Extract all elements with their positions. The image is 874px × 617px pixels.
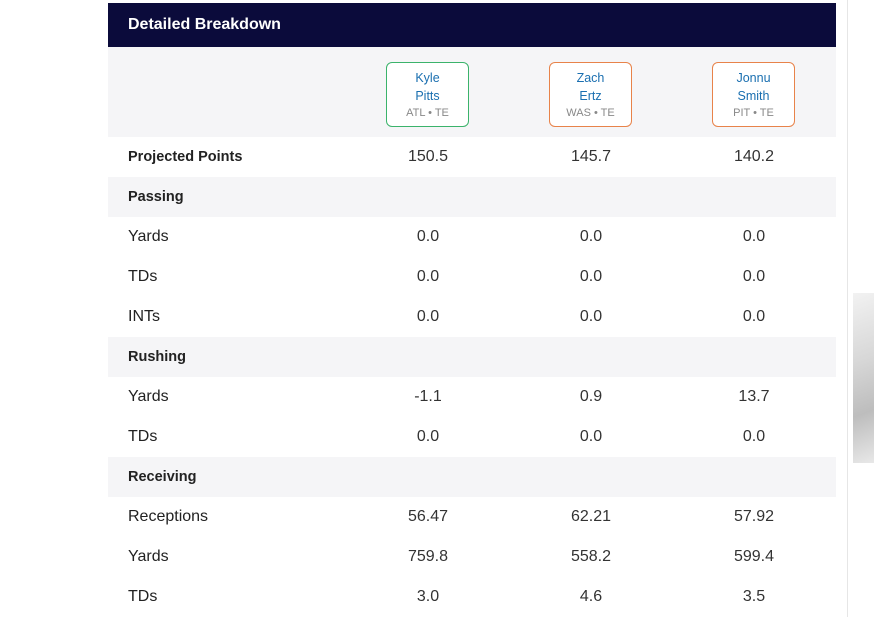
value-ertz: 145.7 bbox=[570, 148, 612, 165]
value-ertz: 62.21 bbox=[570, 508, 612, 525]
row-label: INTs bbox=[128, 308, 160, 325]
value-pitts: 0.0 bbox=[416, 308, 440, 325]
row-receiving-tds: TDs 3.0 4.6 3.5 bbox=[108, 577, 836, 617]
row-label: Yards bbox=[128, 548, 169, 565]
row-label: TDs bbox=[128, 588, 158, 605]
player-last-name: Smith bbox=[737, 88, 770, 103]
value-pitts: 3.0 bbox=[416, 588, 440, 605]
value-pitts: 150.5 bbox=[407, 148, 449, 165]
value-pitts: 56.47 bbox=[407, 508, 449, 525]
row-label: TDs bbox=[128, 268, 158, 285]
row-rushing-tds: TDs 0.0 0.0 0.0 bbox=[108, 417, 836, 457]
value-smith: 0.0 bbox=[742, 228, 766, 245]
row-label: Receptions bbox=[128, 508, 209, 525]
player-first-name: Kyle bbox=[415, 70, 440, 85]
section-label: Rushing bbox=[128, 349, 186, 365]
section-passing: Passing bbox=[108, 177, 836, 217]
section-label: Receiving bbox=[128, 469, 197, 485]
value-smith: 0.0 bbox=[742, 428, 766, 445]
row-receiving-yards: Yards 759.8 558.2 599.4 bbox=[108, 537, 836, 577]
value-ertz: 0.0 bbox=[579, 308, 603, 325]
panel-title: Detailed Breakdown bbox=[108, 3, 836, 47]
player-last-name: Pitts bbox=[415, 88, 440, 103]
section-label: Passing bbox=[128, 189, 184, 205]
value-ertz: 558.2 bbox=[570, 548, 612, 565]
value-smith: 599.4 bbox=[733, 548, 775, 565]
value-smith: 57.92 bbox=[733, 508, 775, 525]
value-ertz: 0.0 bbox=[579, 428, 603, 445]
value-smith: 3.5 bbox=[742, 588, 766, 605]
value-pitts: 0.0 bbox=[416, 228, 440, 245]
row-label: Projected Points bbox=[128, 149, 243, 165]
value-smith: 0.0 bbox=[742, 268, 766, 285]
column-divider bbox=[847, 0, 848, 617]
value-ertz: 0.0 bbox=[579, 228, 603, 245]
value-smith: 140.2 bbox=[733, 148, 775, 165]
value-ertz: 4.6 bbox=[579, 588, 603, 605]
row-rushing-yards: Yards -1.1 0.9 13.7 bbox=[108, 377, 836, 417]
player-first-name: Jonnu bbox=[736, 70, 771, 85]
row-label: Yards bbox=[128, 388, 169, 405]
player-first-name: Zach bbox=[576, 70, 605, 85]
detailed-breakdown-panel: Detailed Breakdown Kyle Pitts ATL • TE Z… bbox=[108, 3, 836, 617]
value-ertz: 0.9 bbox=[579, 388, 603, 405]
row-passing-tds: TDs 0.0 0.0 0.0 bbox=[108, 257, 836, 297]
row-passing-ints: INTs 0.0 0.0 0.0 bbox=[108, 297, 836, 337]
value-pitts: -1.1 bbox=[414, 388, 442, 405]
row-receptions: Receptions 56.47 62.21 57.92 bbox=[108, 497, 836, 537]
player-card-pitts[interactable]: Kyle Pitts ATL • TE bbox=[386, 62, 469, 127]
value-smith: 13.7 bbox=[738, 388, 770, 405]
section-rushing: Rushing bbox=[108, 337, 836, 377]
player-card-ertz[interactable]: Zach Ertz WAS • TE bbox=[549, 62, 632, 127]
player-team-position: PIT • TE bbox=[733, 106, 774, 119]
value-smith: 0.0 bbox=[742, 308, 766, 325]
players-header-row: Kyle Pitts ATL • TE Zach Ertz WAS • TE J… bbox=[108, 47, 836, 137]
sidebar-thumbnail[interactable] bbox=[853, 293, 874, 463]
value-pitts: 759.8 bbox=[407, 548, 449, 565]
row-label: TDs bbox=[128, 428, 158, 445]
value-pitts: 0.0 bbox=[416, 268, 440, 285]
player-last-name: Ertz bbox=[579, 88, 602, 103]
player-card-smith[interactable]: Jonnu Smith PIT • TE bbox=[712, 62, 795, 127]
value-ertz: 0.0 bbox=[579, 268, 603, 285]
value-pitts: 0.0 bbox=[416, 428, 440, 445]
player-team-position: ATL • TE bbox=[406, 106, 449, 119]
section-receiving: Receiving bbox=[108, 457, 836, 497]
row-label: Yards bbox=[128, 228, 169, 245]
row-projected-points: Projected Points 150.5 145.7 140.2 bbox=[108, 137, 836, 177]
row-passing-yards: Yards 0.0 0.0 0.0 bbox=[108, 217, 836, 257]
player-team-position: WAS • TE bbox=[566, 106, 615, 119]
